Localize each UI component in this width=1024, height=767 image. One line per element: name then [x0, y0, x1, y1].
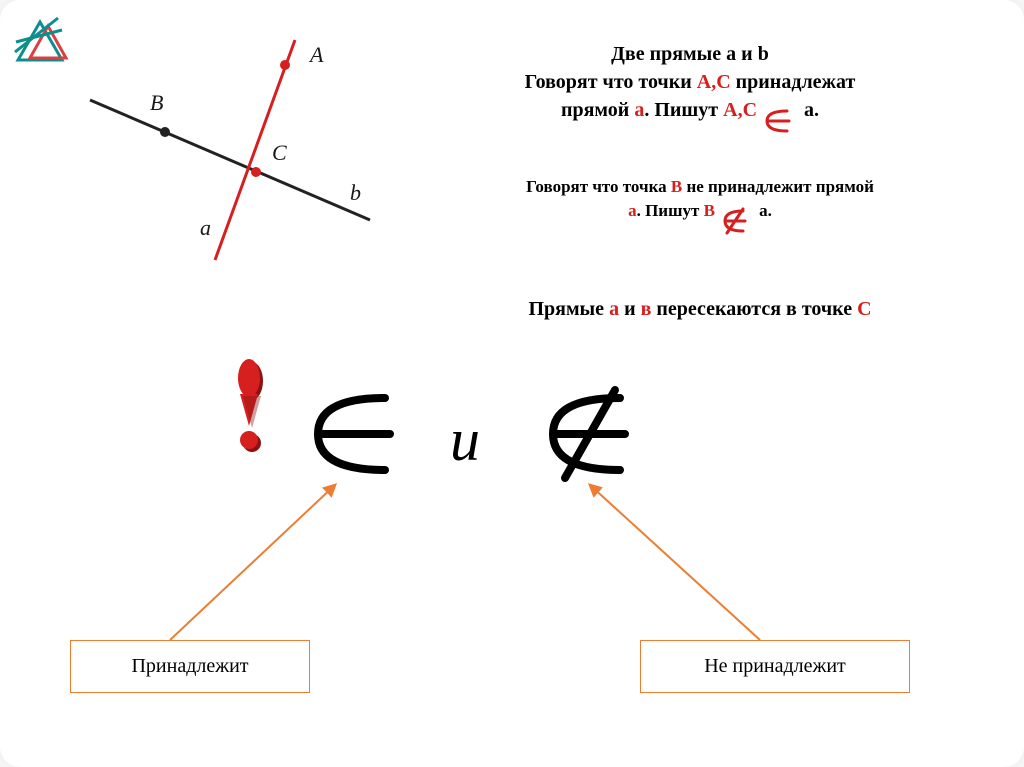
- para1-l3-hl2: А,С: [723, 99, 757, 121]
- para2-line2: а. Пишут В а.: [420, 199, 980, 223]
- exclaim-icon: [225, 358, 275, 463]
- geometry-diagram: A B C a b: [70, 30, 390, 280]
- label-a-lower: a: [200, 215, 211, 240]
- label-a-upper: A: [308, 42, 324, 67]
- para1-line1: Две прямые a и b: [420, 40, 960, 68]
- para1-l3-hl: а: [634, 99, 644, 121]
- para3-pre: Прямые: [528, 298, 609, 320]
- para2-line1: Говорят что точка В не принадлежит прямо…: [420, 175, 980, 199]
- para1-l2-hl: А,С: [697, 71, 731, 93]
- box-right-text: Не принадлежит: [704, 655, 846, 677]
- para2-l1-post: не принадлежит прямой: [682, 177, 874, 196]
- para1-l3-post: а.: [799, 99, 819, 121]
- point-c: [251, 167, 261, 177]
- para2-l2-hl: а: [628, 201, 637, 220]
- para2-l2-post: а.: [755, 201, 772, 220]
- para2-l1-hl: В: [671, 177, 682, 196]
- para3-hl1: а: [609, 298, 619, 320]
- arrow-right: [570, 470, 800, 650]
- label-b-lower: b: [350, 180, 361, 205]
- line-b: [90, 100, 370, 220]
- logo-icon: [10, 10, 70, 75]
- box-left-text: Принадлежит: [131, 655, 248, 677]
- para1-line3: прямой а. Пишут А,С а.: [420, 96, 960, 124]
- box-not-belongs: Не принадлежит: [640, 640, 910, 693]
- para3-hl3: С: [857, 298, 871, 320]
- label-c-upper: C: [272, 140, 287, 165]
- label-b-upper: B: [150, 90, 163, 115]
- para1-l3-mid: . Пишут: [644, 99, 723, 121]
- paragraph-1: Две прямые a и b Говорят что точки А,С п…: [420, 40, 960, 124]
- para3-mid1: и: [619, 298, 641, 320]
- paragraph-2: Говорят что точка В не принадлежит прямо…: [420, 175, 980, 223]
- and-text: и: [450, 407, 480, 473]
- para3-hl2: в: [641, 298, 652, 320]
- page: A B C a b Две прямые a и b Говорят что т…: [0, 0, 1024, 767]
- para1-line2: Говорят что точки А,С принадлежат: [420, 68, 960, 96]
- para2-l1-pre: Говорят что точка: [526, 177, 671, 196]
- para3-mid2: пересекаются в точке: [651, 298, 857, 320]
- arrow-left: [130, 470, 360, 650]
- para1-l2-pre: Говорят что точки: [525, 71, 697, 93]
- point-b: [160, 127, 170, 137]
- belongs-icon: [318, 398, 390, 470]
- box-belongs: Принадлежит: [70, 640, 310, 693]
- para2-l2-mid: . Пишут: [637, 201, 704, 220]
- paragraph-3: Прямые а и в пересекаются в точке С: [420, 295, 980, 323]
- para1-l2-post: принадлежат: [731, 71, 856, 93]
- point-a: [280, 60, 290, 70]
- para1-l3-pre: прямой: [561, 99, 634, 121]
- para2-l2-hl2: В: [704, 201, 715, 220]
